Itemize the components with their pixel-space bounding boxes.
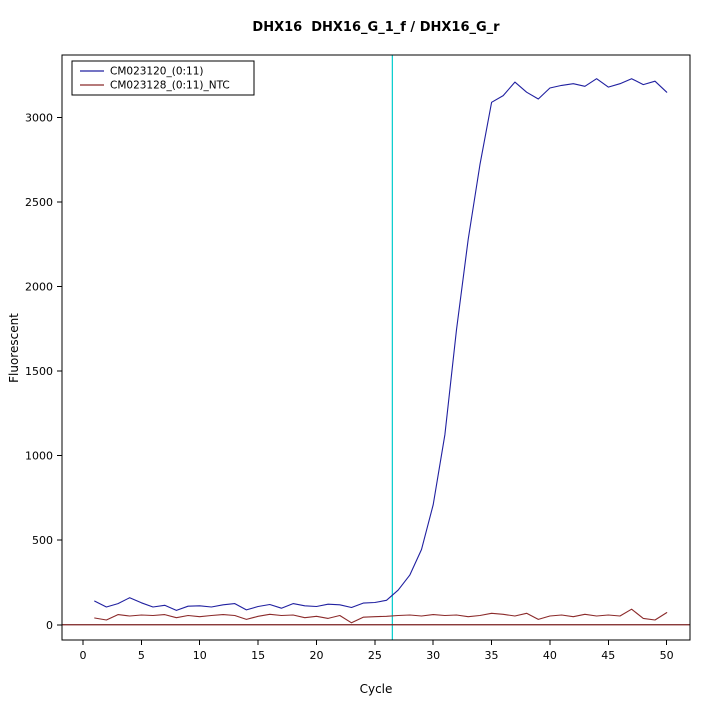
x-tick-label: 45 xyxy=(601,649,615,662)
x-tick-label: 0 xyxy=(80,649,87,662)
plot-border xyxy=(61,54,691,641)
x-tick-label: 5 xyxy=(138,649,145,662)
y-tick-label: 2000 xyxy=(25,281,53,294)
x-tick-label: 50 xyxy=(660,649,674,662)
series-line-0 xyxy=(94,78,668,611)
y-tick-label: 3000 xyxy=(25,112,53,125)
x-tick-label: 30 xyxy=(426,649,440,662)
y-tick-label: 2500 xyxy=(25,196,53,209)
series-line-1 xyxy=(94,608,668,624)
legend-label-1: CM023128_(0:11)_NTC xyxy=(110,80,230,92)
y-tick-label: 0 xyxy=(46,619,53,632)
x-tick-label: 40 xyxy=(543,649,557,662)
x-axis-label: Cycle xyxy=(359,682,393,696)
x-tick-label: 35 xyxy=(485,649,499,662)
legend-label-0: CM023120_(0:11) xyxy=(110,66,204,78)
y-tick-label: 500 xyxy=(32,534,53,547)
x-tick-label: 15 xyxy=(251,649,265,662)
x-tick-label: 10 xyxy=(193,649,207,662)
y-tick-label: 1000 xyxy=(25,450,53,463)
x-tick-label: 25 xyxy=(368,649,382,662)
x-tick-label: 20 xyxy=(309,649,323,662)
y-tick-label: 1500 xyxy=(25,365,53,378)
chart-title: DHX16 DHX16_G_1_f / DHX16_G_r xyxy=(252,20,500,35)
legend-box xyxy=(71,60,255,96)
